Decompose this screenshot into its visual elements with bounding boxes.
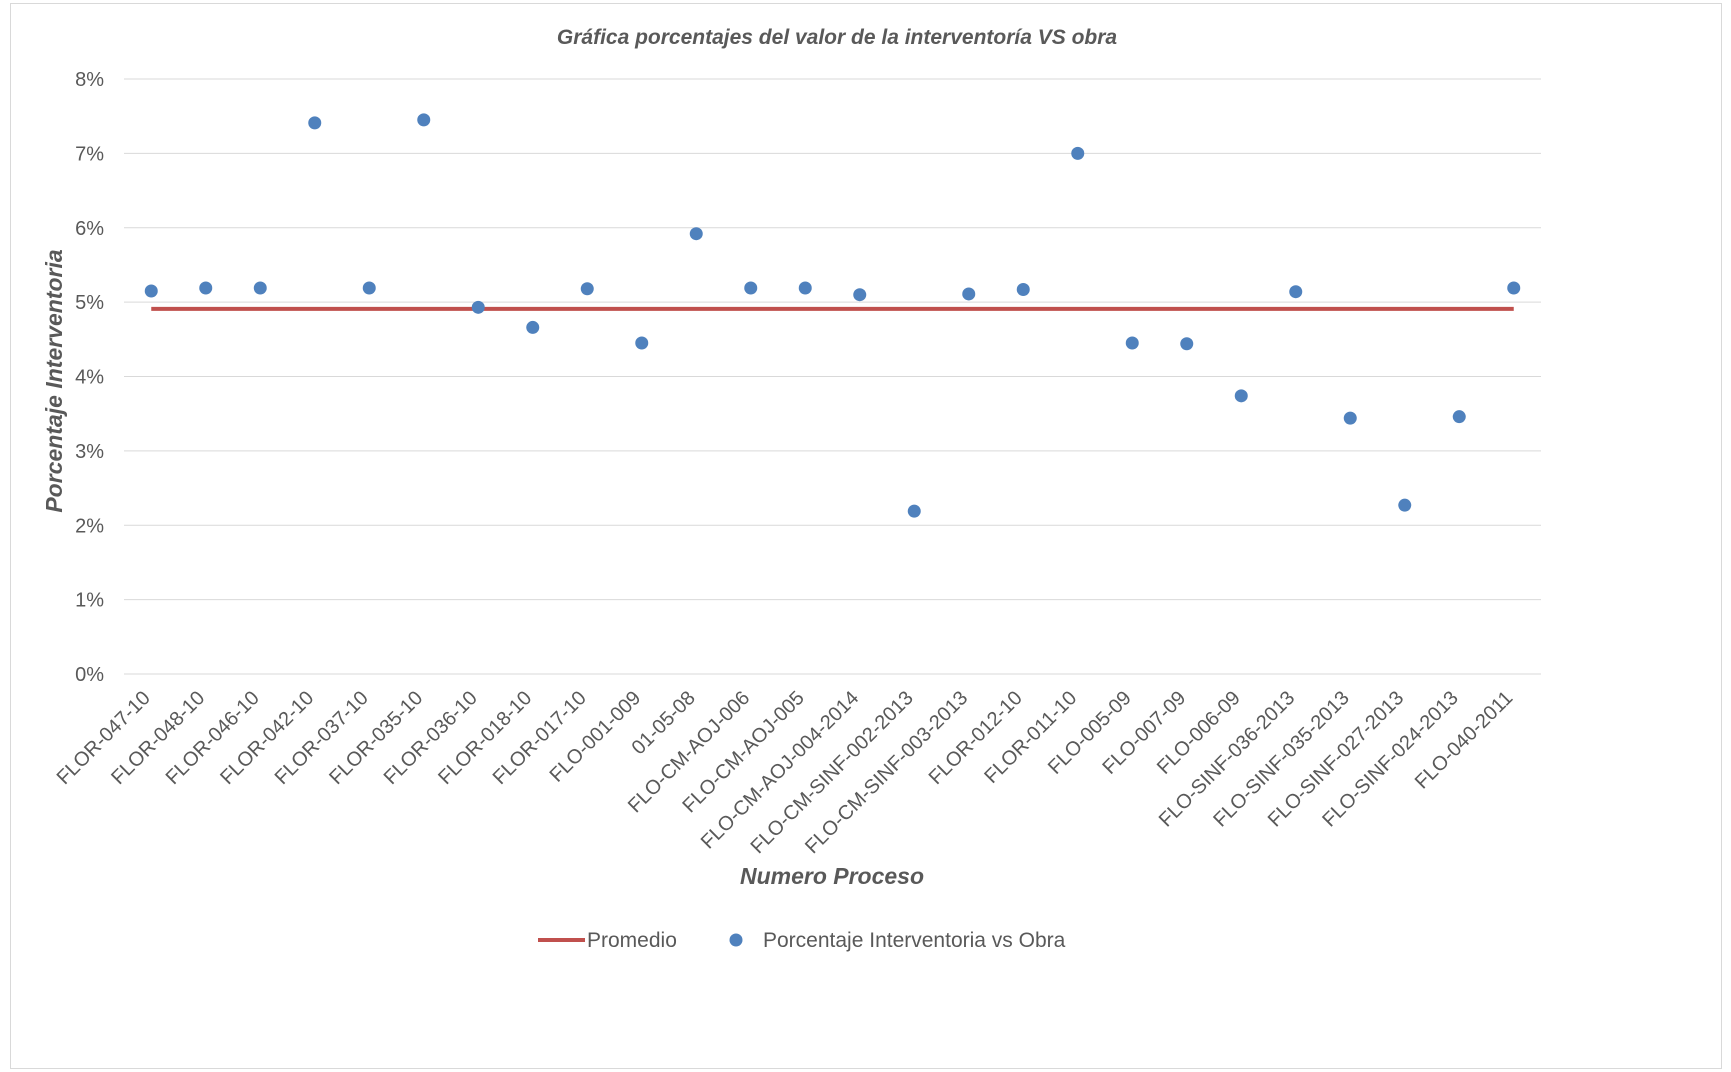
data-point (1234, 389, 1248, 403)
y-tick-label: 1% (75, 590, 104, 612)
data-point (417, 113, 431, 127)
data-point (1398, 498, 1412, 512)
data-point (798, 281, 812, 295)
x-tick-label: FLO-040-2011 (1411, 687, 1517, 793)
data-point (1180, 337, 1194, 351)
chart-title: Gráfica porcentajes del valor de la inte… (557, 26, 1118, 49)
legend: Promedio Porcentaje Interventoria vs Obra (538, 929, 1066, 952)
y-tick-label: 6% (75, 218, 104, 240)
y-tick-labels: 0% 1% 2% 3% 4% 5% 6% 7% 8% (75, 69, 104, 686)
chart-frame: 0% 1% 2% 3% 4% 5% 6% 7% 8% FLOR-047-10 FLOR-048-1… (10, 3, 1722, 1069)
legend-label: Promedio (587, 929, 677, 952)
y-tick-label: 3% (75, 441, 104, 463)
data-point (1016, 282, 1030, 296)
data-point (1507, 281, 1521, 295)
y-tick-label: 5% (75, 292, 104, 314)
data-point (1452, 410, 1466, 424)
y-tick-label: 8% (75, 69, 104, 91)
y-tick-label: 7% (75, 143, 104, 165)
legend-dot-marker (729, 933, 743, 947)
data-point (1071, 146, 1085, 160)
series-layer (144, 113, 1521, 518)
data-point (580, 282, 594, 296)
data-point (308, 116, 322, 130)
gridlines (124, 78, 1541, 675)
data-point (962, 287, 976, 301)
data-point (1343, 411, 1357, 425)
data-point (1289, 285, 1303, 299)
data-point (526, 320, 540, 334)
x-tick-labels: FLOR-047-10FLOR-048-10FLOR-046-10FLOR-04… (53, 687, 1518, 858)
data-point (689, 227, 703, 241)
x-tick-label: FLOR-047-10 (53, 687, 155, 789)
y-tick-label: 4% (75, 367, 104, 389)
data-point (199, 281, 213, 295)
data-point (744, 281, 758, 295)
data-point (253, 281, 267, 295)
y-axis-title: Porcentaje Interventoria (41, 249, 67, 513)
y-tick-label: 0% (75, 664, 104, 686)
data-point (144, 284, 158, 298)
data-point (1125, 336, 1139, 350)
legend-label: Porcentaje Interventoria vs Obra (763, 929, 1066, 952)
y-tick-label: 2% (75, 515, 104, 537)
data-point (362, 281, 376, 295)
data-point (471, 300, 485, 314)
x-axis-title: Numero Proceso (740, 863, 924, 889)
data-point (853, 288, 867, 302)
chart-canvas: 0% 1% 2% 3% 4% 5% 6% 7% 8% FLOR-047-10FLOR-048-1… (41, 26, 1541, 952)
data-point (635, 336, 649, 350)
data-point (907, 504, 921, 518)
